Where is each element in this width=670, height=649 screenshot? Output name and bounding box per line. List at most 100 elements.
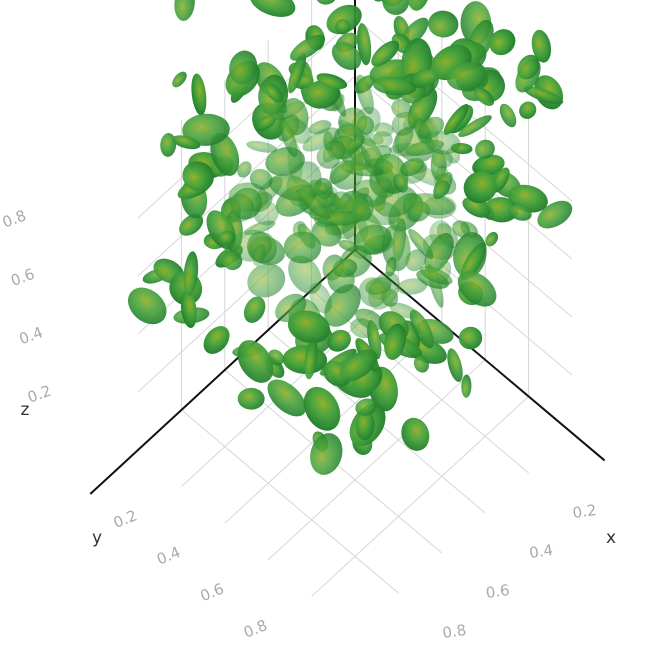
blob bbox=[210, 132, 240, 176]
blob bbox=[255, 114, 276, 132]
blob bbox=[182, 161, 214, 192]
blob bbox=[338, 240, 359, 252]
grid-line bbox=[267, 359, 486, 561]
y-tick-label: 0.2 bbox=[111, 506, 140, 532]
blob bbox=[246, 140, 278, 153]
x-tick-label: 0.4 bbox=[528, 541, 554, 562]
blob bbox=[407, 201, 431, 222]
blob bbox=[288, 255, 322, 294]
blob bbox=[310, 433, 343, 475]
blob bbox=[354, 224, 392, 255]
blob bbox=[345, 134, 365, 152]
blob bbox=[523, 86, 564, 105]
y-tick-label: 0.6 bbox=[198, 580, 227, 606]
blob bbox=[174, 0, 195, 21]
blob bbox=[409, 309, 434, 349]
z-tick-label: 0.4 bbox=[17, 323, 46, 348]
blob bbox=[287, 310, 331, 344]
blob bbox=[219, 230, 236, 246]
blob bbox=[237, 161, 252, 178]
blob bbox=[408, 228, 434, 259]
blob bbox=[384, 323, 406, 360]
blob bbox=[264, 82, 284, 103]
blob bbox=[331, 41, 362, 70]
blob bbox=[401, 417, 430, 451]
grid-line bbox=[311, 396, 529, 597]
blob bbox=[315, 0, 337, 5]
blob bbox=[374, 122, 394, 137]
grid-line bbox=[354, 75, 573, 260]
blob bbox=[316, 73, 348, 90]
blob bbox=[419, 266, 453, 285]
blob bbox=[489, 29, 516, 56]
blob bbox=[224, 193, 254, 223]
blob bbox=[413, 355, 429, 373]
blob bbox=[433, 180, 450, 198]
blob bbox=[373, 77, 417, 96]
blob bbox=[485, 231, 499, 247]
blob bbox=[249, 168, 273, 190]
grid-line bbox=[137, 17, 356, 219]
z-tick-label: 0.8 bbox=[0, 206, 29, 231]
blob bbox=[327, 329, 351, 352]
blob bbox=[405, 249, 427, 272]
blob bbox=[302, 127, 340, 152]
blob bbox=[127, 287, 167, 325]
blob bbox=[371, 40, 400, 67]
blob bbox=[289, 34, 326, 61]
blob bbox=[252, 244, 266, 267]
blob bbox=[428, 10, 459, 38]
x-tick-label: 0.6 bbox=[485, 581, 511, 602]
blob bbox=[537, 200, 573, 229]
isosurface bbox=[127, 0, 573, 475]
blob bbox=[247, 263, 286, 298]
blob bbox=[382, 0, 410, 15]
blob bbox=[517, 54, 540, 80]
blob bbox=[180, 290, 197, 329]
blob bbox=[461, 374, 472, 398]
blob bbox=[324, 284, 361, 327]
blob bbox=[183, 251, 199, 296]
blob bbox=[475, 139, 495, 159]
blob bbox=[172, 71, 187, 88]
blob bbox=[296, 188, 330, 220]
blob bbox=[396, 278, 428, 295]
blob bbox=[458, 115, 492, 138]
blob bbox=[368, 271, 400, 310]
blob bbox=[447, 348, 463, 383]
blob bbox=[376, 177, 392, 194]
blob bbox=[191, 73, 207, 116]
x-tick-label: 0.8 bbox=[441, 621, 467, 642]
blob bbox=[303, 386, 341, 431]
blob bbox=[351, 193, 375, 221]
x-tick-label: 0.2 bbox=[571, 501, 597, 522]
blob bbox=[351, 106, 381, 138]
y-tick-label: 0.4 bbox=[154, 543, 183, 569]
blob bbox=[237, 340, 274, 383]
blob bbox=[409, 69, 439, 89]
blob bbox=[393, 173, 409, 193]
blob bbox=[472, 154, 505, 177]
z-tick-label: 0.6 bbox=[8, 265, 37, 290]
blob bbox=[274, 101, 306, 121]
blob bbox=[499, 103, 517, 128]
blob bbox=[463, 171, 497, 204]
blob bbox=[355, 410, 375, 441]
blob bbox=[335, 19, 351, 35]
blob bbox=[392, 218, 407, 262]
blob bbox=[385, 256, 397, 277]
blob bbox=[446, 61, 487, 91]
blob bbox=[531, 29, 552, 63]
blob bbox=[452, 220, 471, 238]
blob bbox=[519, 101, 537, 119]
blob bbox=[458, 326, 483, 350]
blob bbox=[340, 349, 378, 382]
blob bbox=[160, 132, 177, 157]
blob bbox=[355, 74, 374, 115]
blob bbox=[400, 157, 425, 177]
blob bbox=[182, 113, 230, 146]
y-axis-title: y bbox=[92, 528, 102, 548]
blob bbox=[355, 398, 377, 416]
blob bbox=[172, 135, 201, 150]
